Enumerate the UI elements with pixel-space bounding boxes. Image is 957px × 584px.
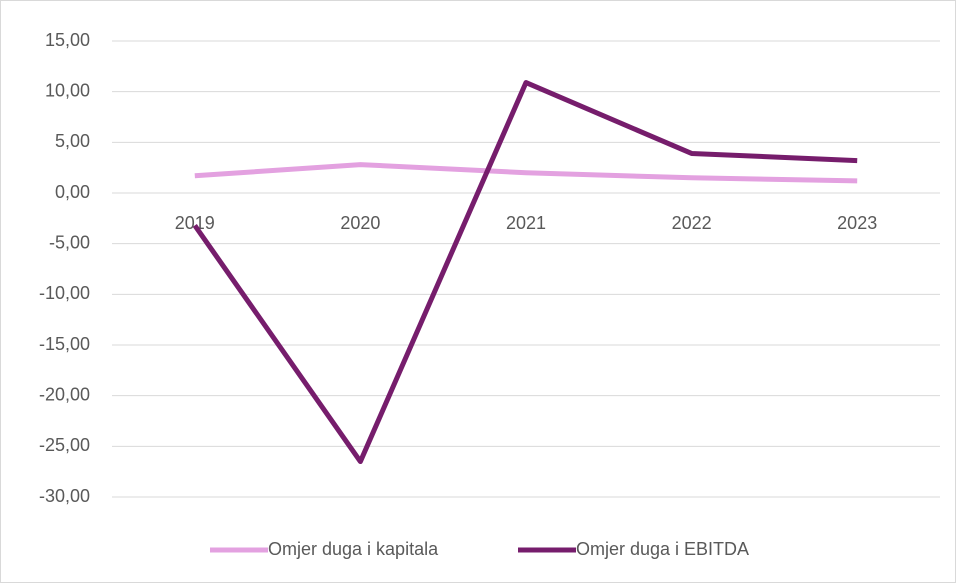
y-tick-label: -5,00 [49,232,90,252]
y-tick-label: 15,00 [45,30,90,50]
y-tick-label: -25,00 [39,435,90,455]
legend-label: Omjer duga i EBITDA [576,539,749,559]
x-tick-label: 2021 [506,213,546,233]
y-tick-label: 10,00 [45,80,90,100]
legend-label: Omjer duga i kapitala [268,539,439,559]
x-tick-label: 2022 [672,213,712,233]
y-tick-label: -10,00 [39,283,90,303]
x-tick-label: 2023 [837,213,877,233]
y-tick-label: 5,00 [55,131,90,151]
y-tick-label: -20,00 [39,384,90,404]
x-tick-label: 2019 [175,213,215,233]
data-line [194,162,858,184]
x-tick-label: 2020 [340,213,380,233]
y-tick-label: 0,00 [55,182,90,202]
data-line [192,80,858,465]
y-tick-label: -15,00 [39,334,90,354]
y-tick-label: -30,00 [39,486,90,506]
